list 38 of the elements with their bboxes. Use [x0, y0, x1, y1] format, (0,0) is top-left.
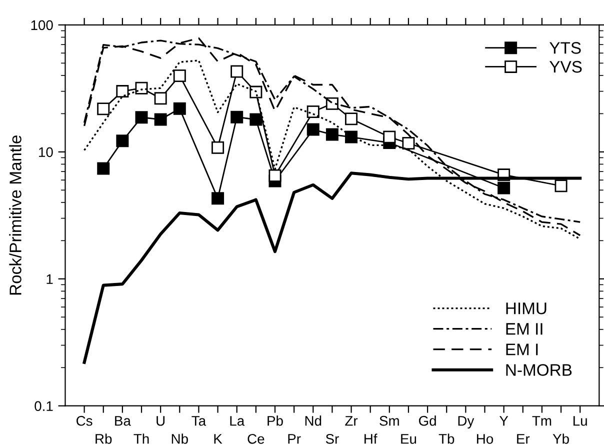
x-tick-label: Sm	[380, 416, 399, 426]
x-tick-label: Dy	[458, 416, 474, 429]
x-tick-label: Er	[517, 434, 530, 444]
x-tick-label: Y	[499, 416, 508, 426]
x-tick-label: Ce	[248, 434, 264, 444]
legend-label: EM I	[506, 344, 538, 356]
x-tick-label: Ta	[192, 416, 206, 426]
legend-label: N-MORB	[506, 364, 572, 376]
legend-label: YVS	[550, 60, 582, 73]
x-tick-label: Gd	[418, 416, 436, 426]
y-tick-label: 1	[46, 274, 53, 284]
y-tick-label: 100	[31, 20, 53, 30]
x-tick-label: Pr	[288, 434, 301, 444]
x-tick-label: Pb	[268, 416, 283, 426]
x-tick-label: Th	[134, 434, 149, 444]
x-tick-label: Ho	[477, 434, 494, 444]
x-tick-label: Rb	[96, 434, 112, 444]
legend-label: HIMU	[506, 302, 546, 314]
legend-label: EM II	[506, 323, 542, 335]
x-tick-label: Cs	[76, 416, 92, 426]
x-tick-label: Ba	[115, 416, 131, 426]
x-tick-label: Tb	[438, 434, 454, 444]
x-tick-label: Zr	[345, 416, 358, 426]
x-tick-label: Sr	[326, 434, 339, 444]
x-tick-label: Nd	[305, 416, 322, 426]
x-tick-label: Tm	[532, 416, 552, 426]
legend-label: YTS	[550, 42, 581, 54]
x-tick-label: Hf	[364, 434, 378, 444]
x-tick-label: Lu	[574, 416, 587, 426]
y-axis-title: Rock/Primitive Mantle	[9, 136, 22, 295]
x-tick-label: Yb	[552, 434, 569, 444]
x-tick-label: U	[156, 416, 165, 426]
y-tick-label: 10	[39, 147, 53, 158]
x-tick-label: Eu	[401, 434, 416, 444]
x-tick-label: Nb	[172, 434, 188, 444]
x-tick-label: La	[230, 416, 245, 426]
y-tick-label: 0.1	[34, 401, 53, 412]
x-tick-label: K	[214, 434, 222, 444]
